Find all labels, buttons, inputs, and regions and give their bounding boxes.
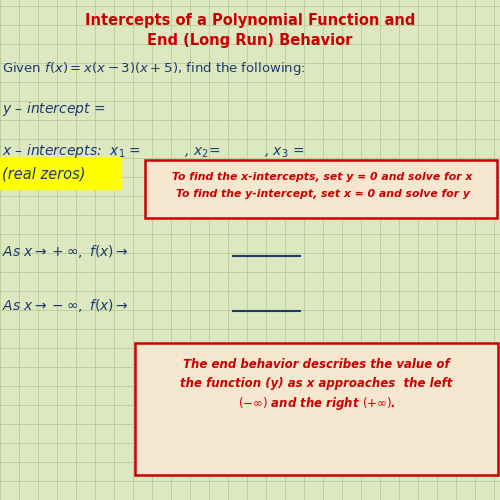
FancyBboxPatch shape bbox=[135, 342, 498, 475]
FancyBboxPatch shape bbox=[145, 160, 498, 218]
Text: $x$ – intercepts:  $x_1$ =          , $x_2$=          , $x_3$ =: $x$ – intercepts: $x_1$ = , $x_2$= , $x_… bbox=[2, 142, 304, 160]
Text: The end behavior describes the value of: The end behavior describes the value of bbox=[183, 358, 450, 370]
Text: Given $f(x) = x(x-3)(x+5)$, find the following:: Given $f(x) = x(x-3)(x+5)$, find the fol… bbox=[2, 60, 306, 77]
Text: To find the y-intercept, set x = 0 and solve for y: To find the y-intercept, set x = 0 and s… bbox=[176, 189, 470, 199]
Text: To find the x-intercepts, set y = 0 and solve for x: To find the x-intercepts, set y = 0 and … bbox=[172, 172, 472, 182]
Text: As $x \rightarrow -\infty,\ f(x) \rightarrow$: As $x \rightarrow -\infty,\ f(x) \righta… bbox=[2, 298, 130, 314]
Text: (real zeros): (real zeros) bbox=[2, 166, 86, 182]
Text: $(-\infty)$ and the right $(+\infty)$.: $(-\infty)$ and the right $(+\infty)$. bbox=[238, 396, 396, 412]
Text: $y$ – intercept =: $y$ – intercept = bbox=[2, 100, 106, 118]
Text: Intercepts of a Polynomial Function and: Intercepts of a Polynomial Function and bbox=[85, 12, 415, 28]
Text: the function (y) as x approaches  the left: the function (y) as x approaches the lef… bbox=[180, 376, 452, 390]
FancyBboxPatch shape bbox=[0, 156, 121, 188]
Text: End (Long Run) Behavior: End (Long Run) Behavior bbox=[148, 32, 352, 48]
Text: As $x \rightarrow +\infty,\ f(x) \rightarrow$: As $x \rightarrow +\infty,\ f(x) \righta… bbox=[2, 242, 130, 260]
